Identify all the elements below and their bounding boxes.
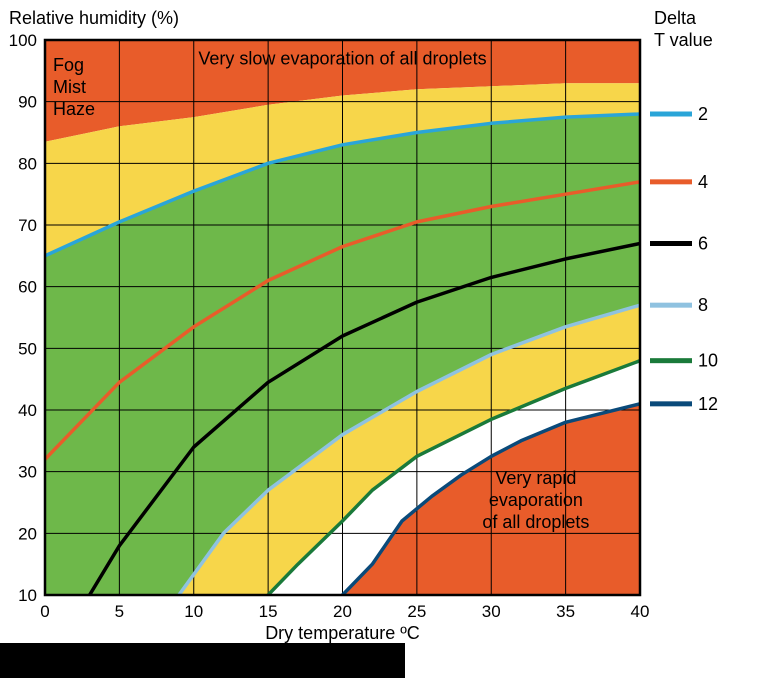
legend-label-10: 10 [698,351,718,371]
bottom-region-label-1: evaporation [489,490,583,510]
y-tick-label: 50 [18,339,37,358]
legend-label-12: 12 [698,394,718,414]
x-tick-label: 30 [482,602,501,621]
legend-swatch-2 [650,112,692,117]
legend-label-8: 8 [698,295,708,315]
legend-label-6: 6 [698,234,708,254]
legend-label-4: 4 [698,172,708,192]
top-region-label: Very slow evaporation of all droplets [198,49,486,69]
y-tick-label: 20 [18,524,37,543]
x-tick-label: 0 [40,602,49,621]
x-tick-label: 25 [407,602,426,621]
footer-black-bar [0,643,405,678]
x-tick-label: 35 [556,602,575,621]
delta-header-2: T value [654,30,713,50]
y-tick-label: 100 [9,31,37,50]
legend-swatch-8 [650,303,692,308]
y-tick-label: 90 [18,93,37,112]
y-tick-label: 30 [18,463,37,482]
legend-swatch-6 [650,241,692,246]
fog-label-2: Haze [53,99,95,119]
y-tick-label: 70 [18,216,37,235]
x-tick-label: 20 [333,602,352,621]
y-tick-label: 60 [18,278,37,297]
delta-header-1: Delta [654,8,697,28]
x-tick-label: 5 [115,602,124,621]
bottom-region-label-0: Very rapid [495,468,576,488]
legend-swatch-4 [650,179,692,184]
y-tick-label: 10 [18,586,37,605]
fog-label-0: Fog [53,55,84,75]
x-tick-label: 10 [184,602,203,621]
bottom-region-label-2: of all droplets [482,512,589,532]
legend-swatch-12 [650,401,692,406]
y-tick-label: 40 [18,401,37,420]
chart-svg: 0 5 10 15 20 25 30 35 40 10 20 30 40 50 60 70 80 90 100 Rel… [0,0,770,678]
fog-label-1: Mist [53,77,86,97]
x-tick-label: 40 [631,602,650,621]
y-axis-title: Relative humidity (%) [9,8,179,28]
legend-label-2: 2 [698,104,708,124]
legend-swatch-10 [650,358,692,363]
y-tick-label: 80 [18,154,37,173]
x-tick-label: 15 [259,602,278,621]
x-axis-title: Dry temperature ºC [265,623,420,643]
delta-t-chart: 0 5 10 15 20 25 30 35 40 10 20 30 40 50 60 70 80 90 100 Rel… [0,0,770,678]
